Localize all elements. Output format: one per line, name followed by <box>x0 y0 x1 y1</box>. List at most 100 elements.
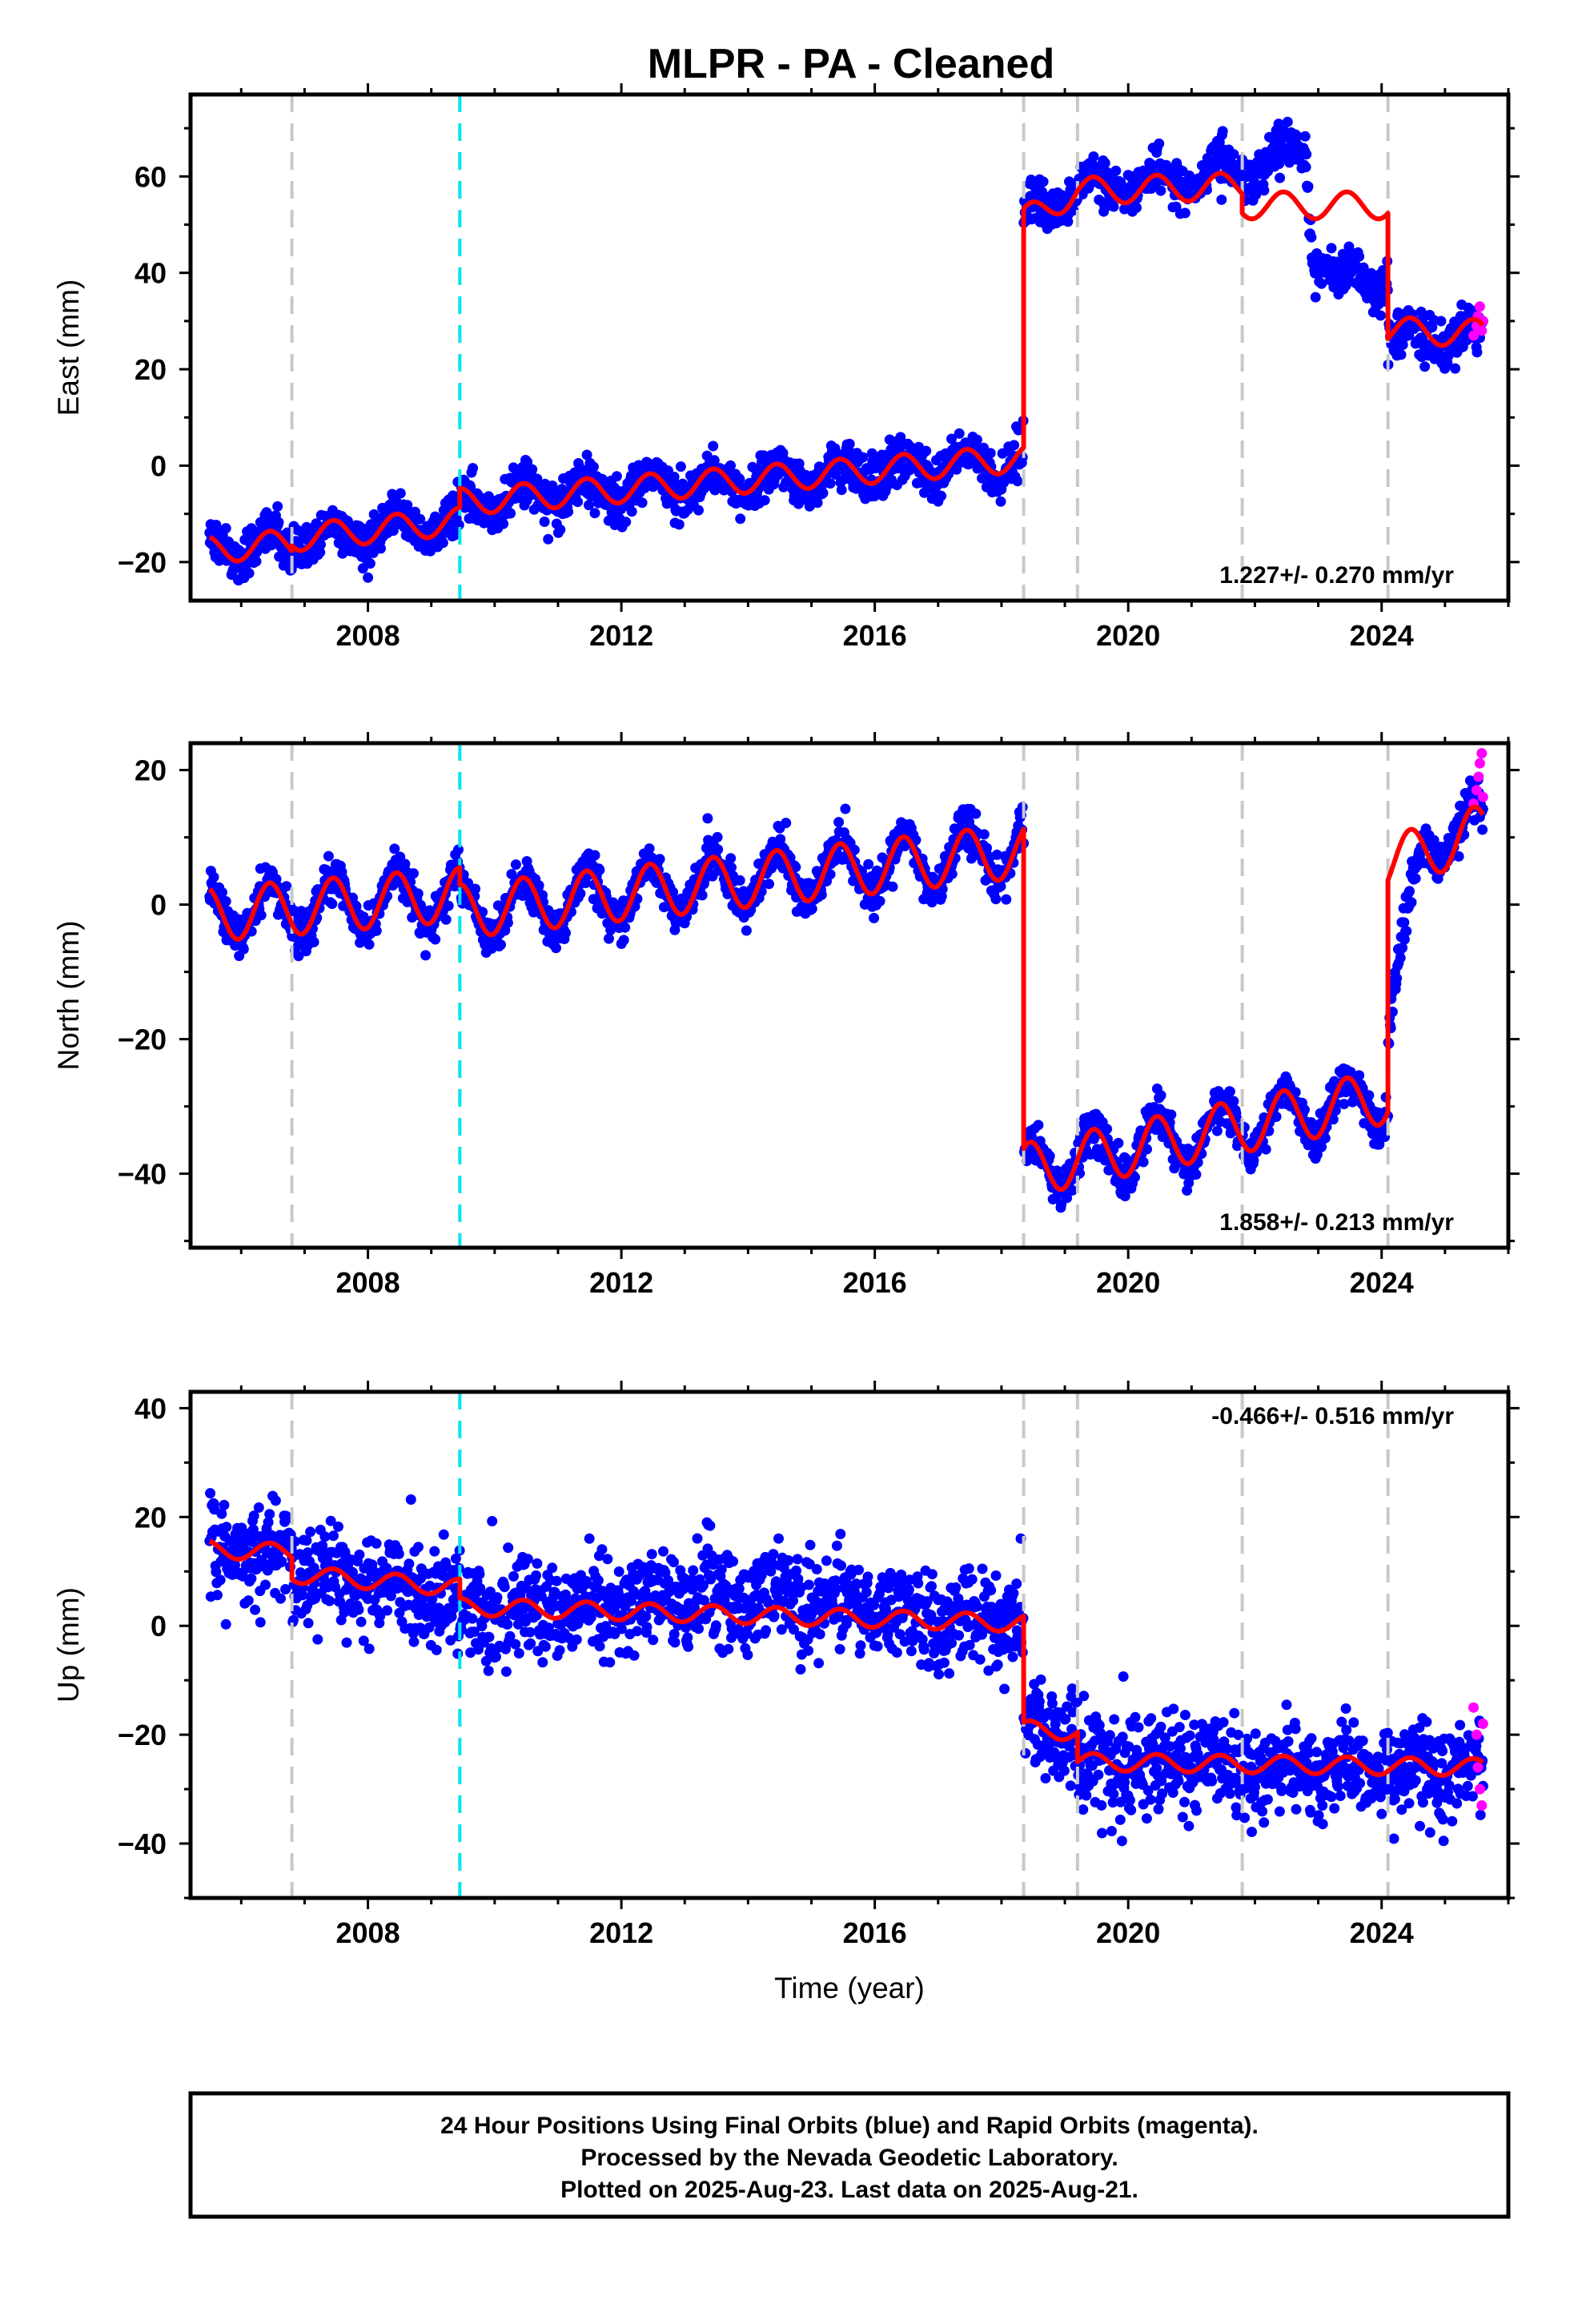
east-data-point <box>1009 440 1020 451</box>
north-data-point <box>412 888 424 899</box>
east-data-point <box>954 428 965 439</box>
north-plot-area <box>204 743 1488 1248</box>
east-rapid-point <box>1474 301 1485 312</box>
north-data-point <box>1399 917 1410 928</box>
east-data-point <box>1303 181 1314 192</box>
up-data-point <box>427 1594 438 1605</box>
east-data-point <box>1110 165 1122 176</box>
north-data-point <box>991 849 1002 860</box>
east-data-point <box>1300 162 1311 173</box>
up-data-point <box>491 1651 501 1663</box>
north-data-point <box>1166 1109 1177 1120</box>
up-data-point <box>297 1590 308 1601</box>
up-data-point <box>382 1605 393 1616</box>
east-plot-area <box>204 94 1488 601</box>
east-data-point <box>1275 172 1286 183</box>
north-data-point <box>1113 1137 1124 1148</box>
north-x-tick-label: 2020 <box>1096 1266 1160 1299</box>
up-data-point <box>205 1488 216 1499</box>
east-data-point <box>1301 149 1312 160</box>
east-data-point <box>1435 316 1447 327</box>
east-data-point <box>251 556 262 567</box>
north-data-point <box>408 868 419 879</box>
east-data-point <box>543 533 554 545</box>
north-data-point <box>551 943 561 954</box>
east-data-point <box>453 520 464 530</box>
east-data-point <box>773 469 784 480</box>
east-data-point <box>673 519 685 530</box>
east-data-point <box>357 563 368 574</box>
north-data-point <box>833 817 845 828</box>
north-data-point <box>1089 1133 1099 1144</box>
north-data-point <box>604 933 614 944</box>
up-data-point <box>250 1604 261 1615</box>
east-data-point <box>675 461 686 472</box>
up-data-point <box>248 1510 259 1522</box>
up-data-point <box>510 1638 521 1650</box>
up-data-point <box>483 1665 494 1676</box>
north-data-point <box>1327 1114 1339 1125</box>
up-plot-area <box>204 1392 1488 1898</box>
east-data-point <box>1259 185 1270 196</box>
north-data-point <box>1428 834 1439 846</box>
north-data-point <box>697 890 708 901</box>
east-data-point <box>836 485 847 496</box>
up-data-point <box>560 1589 571 1600</box>
north-x-tick-label: 2024 <box>1350 1266 1414 1299</box>
east-data-point <box>368 509 379 520</box>
up-data-point <box>301 1535 312 1546</box>
north-data-point <box>849 844 860 855</box>
up-data-point <box>531 1570 541 1581</box>
up-data-point <box>328 1530 339 1542</box>
east-data-point <box>735 513 746 525</box>
north-data-point <box>806 903 817 915</box>
up-data-point <box>450 1553 461 1564</box>
up-data-point <box>353 1604 364 1615</box>
up-data-point <box>385 1590 396 1602</box>
east-data-point <box>611 471 622 482</box>
east-data-point <box>1450 363 1461 374</box>
up-data-point <box>445 1634 456 1646</box>
north-data-point <box>400 858 411 870</box>
north-data-point <box>594 864 605 875</box>
north-data-point <box>1228 1096 1239 1107</box>
north-data-point <box>430 934 441 945</box>
figure-title: MLPR - PA - Cleaned <box>648 41 1054 87</box>
north-y-tick-label: 0 <box>151 889 167 922</box>
east-rapid-point <box>1476 325 1488 336</box>
east-data-point <box>1013 424 1024 436</box>
up-data-point <box>525 1638 536 1649</box>
east-data-point <box>375 543 386 554</box>
up-data-point <box>264 1509 275 1520</box>
east-data-point <box>1291 131 1303 142</box>
up-data-point <box>371 1538 382 1549</box>
east-data-point <box>1115 177 1126 188</box>
north-data-point <box>654 854 665 865</box>
east-data-point <box>1354 251 1365 262</box>
up-data-point <box>429 1546 440 1557</box>
north-data-point <box>790 862 801 873</box>
up-data-point <box>270 1495 281 1506</box>
east-data-point <box>1038 176 1049 187</box>
east-data-point <box>581 449 592 460</box>
east-data-point <box>1326 243 1337 254</box>
up-data-point <box>524 1626 536 1638</box>
up-data-point <box>325 1515 336 1526</box>
up-data-point <box>375 1610 386 1622</box>
north-y-tick-label: 20 <box>135 754 167 787</box>
north-data-point <box>323 850 334 862</box>
east-data-point <box>971 434 982 445</box>
north-data-point <box>589 850 600 861</box>
north-data-point <box>990 894 1002 905</box>
north-data-point <box>1142 1144 1152 1155</box>
north-data-point <box>982 842 992 854</box>
north-data-point <box>443 900 454 911</box>
north-data-point <box>978 829 990 840</box>
north-data-point <box>440 914 452 925</box>
east-data-point <box>364 558 375 569</box>
up-data-point <box>503 1542 514 1554</box>
up-data-point <box>324 1595 335 1606</box>
